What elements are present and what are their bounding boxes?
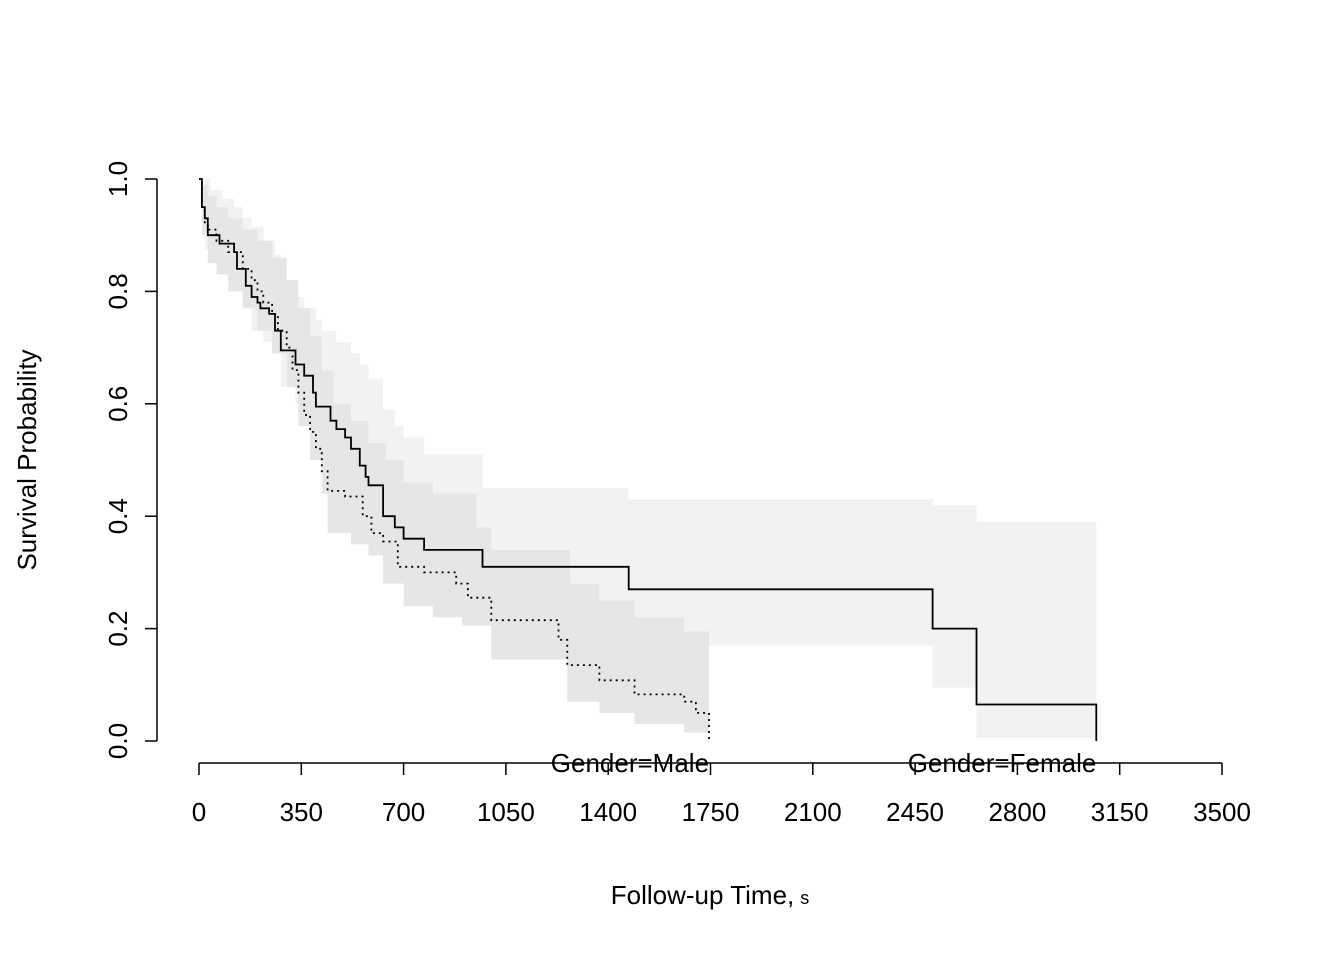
x-axis-label: Follow-up Time, s [611, 880, 810, 910]
x-tick-label: 1050 [477, 797, 535, 827]
survival-curve-male [199, 178, 710, 741]
series-label-female: Gender=Female [908, 748, 1097, 778]
y-tick-label: 1.0 [103, 161, 133, 197]
x-tick-label: 0 [192, 797, 206, 827]
x-tick-label: 350 [280, 797, 323, 827]
y-axis: 0.0 0.2 0.4 0.6 0.8 1.0 [103, 161, 158, 759]
x-tick-label: 2450 [886, 797, 944, 827]
x-tick-label: 1400 [579, 797, 637, 827]
y-tick-label: 0.8 [103, 273, 133, 309]
ci-band-male [199, 179, 709, 741]
y-tick-label: 0.4 [103, 498, 133, 534]
x-tick-label: 3500 [1193, 797, 1251, 827]
x-tick-label: 1750 [682, 797, 740, 827]
x-tick-label: 2800 [988, 797, 1046, 827]
survival-curve-female [199, 178, 1098, 741]
y-tick-label: 0.6 [103, 386, 133, 422]
survival-curves [199, 178, 1098, 741]
x-tick-label: 2100 [784, 797, 842, 827]
ci-band-female [199, 179, 1097, 741]
x-tick-label: 3150 [1091, 797, 1149, 827]
series-labels: Gender=Male Gender=Female [551, 748, 1097, 778]
x-axis: 0 350 700 1050 1400 1750 2100 2450 2800 3150 3500 [192, 762, 1251, 827]
series-label-male: Gender=Male [551, 748, 709, 778]
y-axis-label: Survival Probability [12, 349, 42, 570]
x-axis-label-unit: s [800, 888, 809, 908]
y-tick-label: 0.2 [103, 611, 133, 647]
confidence-bands [199, 179, 1097, 741]
x-axis-label-main: Follow-up Time, [611, 880, 795, 910]
x-tick-label: 700 [382, 797, 425, 827]
y-tick-label: 0.0 [103, 723, 133, 759]
